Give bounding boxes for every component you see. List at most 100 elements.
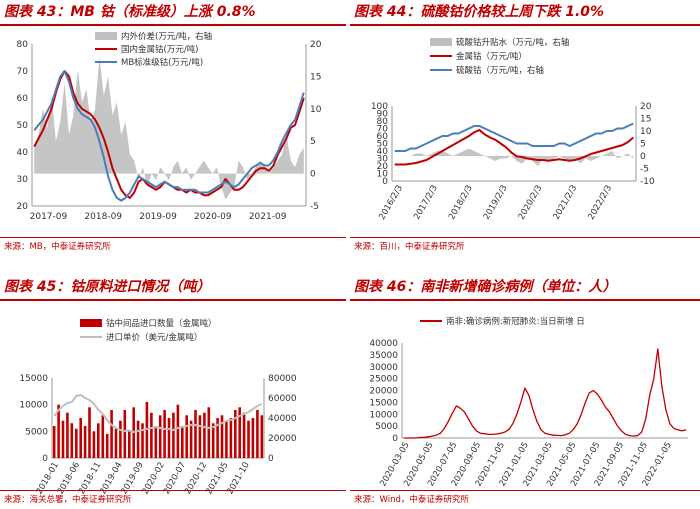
y-tick-label-left: 60 <box>17 94 29 104</box>
y-tick-label-left: 40 <box>377 147 389 157</box>
bar <box>247 420 250 458</box>
bar <box>141 423 144 458</box>
x-tick-label: 2020-09 <box>194 212 232 222</box>
legend-label: 金属钴（万元/吨） <box>456 51 527 62</box>
chart-44-svg: 0102030405060708090100-10-5051015202016/… <box>371 37 655 222</box>
bar <box>207 407 211 458</box>
y-tick-label-left: 0 <box>42 454 48 464</box>
y-tick-label-right: -5 <box>310 202 319 212</box>
legend-label: 硫酸钴升贴水（万元/吨，右轴 <box>456 37 569 48</box>
y-tick-label-left: 60 <box>377 132 389 142</box>
chart-panel-45: 图表 45：钴原料进口情况（吨） 0 5000 10000 15000 0 20000 40… <box>0 255 346 509</box>
bar <box>238 407 241 458</box>
legend-label: 硫酸钴（万元/吨，右轴 <box>456 65 544 76</box>
chart-panel-43: 图表 43：MB 钴（标准级）上涨 0.8% 20 30 40 50 60 70 80 -5 0… <box>0 0 346 255</box>
bar <box>123 410 127 458</box>
bar <box>198 415 202 458</box>
x-tick-label: 2016/2/3 <box>377 184 405 222</box>
chart-source: 来源：百川，中泰证券研究所 <box>350 237 700 256</box>
y-tick-label-right: 15 <box>640 115 651 125</box>
bar <box>136 420 140 458</box>
bar <box>66 412 69 458</box>
y-tick-label-left: 50 <box>17 121 29 131</box>
y-tick-label-right: 5 <box>310 137 316 147</box>
bar <box>70 423 74 458</box>
bar <box>189 420 193 458</box>
y-tick-label-left: 5000 <box>25 427 48 437</box>
y-tick-label-right: 0 <box>310 170 316 180</box>
y-tick-label-right: 40000 <box>268 414 297 424</box>
chart-title: 图表 45：钴原料进口情况（吨） <box>0 275 346 301</box>
line-series-2 <box>394 122 634 152</box>
y-tick-label-right: 0 <box>268 454 274 464</box>
bar <box>88 407 91 458</box>
y-tick-label-left: 30000 <box>369 363 398 373</box>
y-tick-label-left: 30 <box>377 155 389 165</box>
bar <box>110 410 113 458</box>
legend-label: 内外价差(万元/吨，右轴 <box>121 31 212 42</box>
y-tick-label-left: 30 <box>17 175 29 185</box>
y-tick-label-left: 10 <box>377 170 389 180</box>
y-tick-label-right: 10 <box>310 105 322 115</box>
y-tick-label-left: 70 <box>17 67 29 77</box>
y-tick-label-right: 20 <box>310 40 322 50</box>
x-tick-label: 2021-09 <box>249 212 287 222</box>
bar <box>97 423 100 458</box>
line-series-0 <box>404 348 687 439</box>
y-tick-label-left: 10000 <box>19 401 48 411</box>
chart-panel-44: 图表 44：硫酸钴价格较上周下跌 1.0% 0 10 20 30 40 50 60 70 80 9… <box>350 0 700 255</box>
bar <box>101 415 105 458</box>
line-series-1 <box>394 129 634 166</box>
y-tick-label-left: 0 <box>392 434 398 444</box>
bar <box>105 434 109 458</box>
bar <box>225 420 228 458</box>
y-tick-label-left: 15000 <box>19 374 48 384</box>
y-tick-label-right: 0 <box>640 152 646 162</box>
x-tick-label: 2019/2/3 <box>482 183 510 221</box>
y-tick-label-left: 35000 <box>369 351 398 361</box>
y-tick-label-right: 60000 <box>268 394 297 404</box>
bar <box>181 426 184 458</box>
x-tick-label: 2018/2/3 <box>447 184 475 222</box>
bar <box>79 418 82 458</box>
bar <box>216 418 219 458</box>
legend-label: MB标准级钴(万元/吨) <box>121 57 203 68</box>
y-tick-label-left: 90 <box>377 110 389 120</box>
bar <box>203 412 206 458</box>
bar <box>211 423 215 458</box>
bar <box>75 428 78 458</box>
chart-title: 图表 43：MB 钴（标准级）上涨 0.8% <box>0 0 346 26</box>
bar <box>83 426 87 458</box>
legend-swatch <box>430 38 452 46</box>
bar <box>172 412 175 458</box>
bar <box>163 410 166 458</box>
bar <box>229 418 233 458</box>
y-tick-label-left: 40000 <box>369 339 398 349</box>
line-series-1 <box>53 394 263 433</box>
bar <box>119 420 122 458</box>
bar <box>256 410 259 458</box>
y-tick-label-left: 80 <box>377 117 389 127</box>
bar <box>234 410 237 458</box>
bar <box>150 412 153 458</box>
chart-title: 图表 44：硫酸钴价格较上周下跌 1.0% <box>350 0 700 26</box>
legend-swatch <box>80 319 102 327</box>
y-tick-label-left: 10000 <box>369 410 398 420</box>
y-tick-label-left: 70 <box>377 125 389 135</box>
line-series-2 <box>33 70 305 202</box>
bar <box>57 404 60 458</box>
bar <box>52 426 56 458</box>
y-tick-label-right: -10 <box>640 177 655 187</box>
y-tick-label-left: 80 <box>17 40 29 50</box>
legend-label: 钴中间品进口数量（金属吨） <box>106 318 217 329</box>
bar <box>158 415 162 458</box>
y-tick-label-right: 5 <box>640 140 646 150</box>
y-tick-label-right: 20 <box>640 102 652 112</box>
x-tick-label: 2019-09 <box>139 212 177 222</box>
bar <box>242 412 246 458</box>
chart-source: 来源：MB，中泰证券研究所 <box>0 237 346 256</box>
y-tick-label-right: -5 <box>640 165 649 175</box>
bar <box>220 415 224 458</box>
bar <box>167 418 171 458</box>
